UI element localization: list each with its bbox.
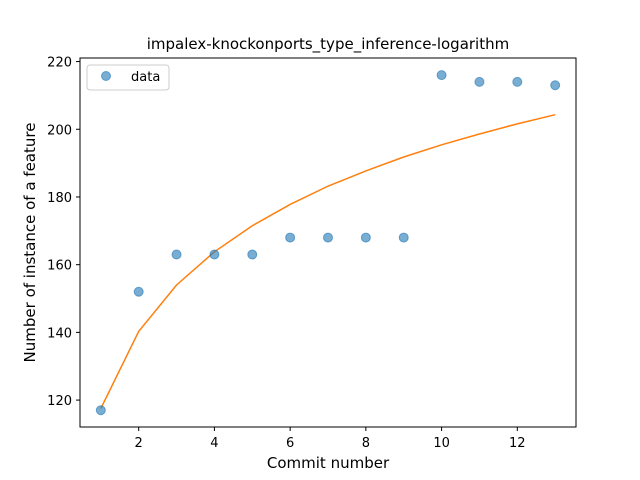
y-tick-label: 160: [47, 259, 72, 274]
y-tick-label: 200: [47, 123, 72, 138]
x-tick-label: 2: [135, 436, 143, 451]
data-point: [95, 405, 106, 416]
y-tick-label: 180: [47, 191, 72, 206]
data-point: [247, 249, 258, 260]
data-point: [474, 76, 485, 87]
x-tick-label: 6: [286, 436, 294, 451]
legend-label: data: [131, 70, 160, 85]
legend: data: [86, 64, 170, 91]
data-point: [512, 76, 523, 87]
axis-ticks: 2 4 6 8 10 12 120 140 160 180 200 220: [47, 56, 525, 451]
data-point: [133, 286, 144, 297]
axes-frame: [79, 57, 577, 428]
legend-marker: [101, 71, 111, 81]
x-tick-label: 12: [509, 436, 526, 451]
data-point: [550, 80, 561, 91]
data-point: [285, 232, 296, 243]
x-tick-label: 10: [433, 436, 450, 451]
fit-curve-line: [100, 113, 556, 409]
y-tick-label: 120: [47, 394, 72, 409]
y-axis-label: Number of instance of a feature: [21, 123, 39, 363]
x-tick-label: 8: [362, 436, 370, 451]
data-point: [209, 249, 220, 260]
chart-title: impalex-knockonports_type_inference-loga…: [147, 35, 509, 54]
x-tick-label: 4: [210, 436, 218, 451]
y-tick-label: 140: [47, 326, 72, 341]
data-point: [171, 249, 182, 260]
y-tick-label: 220: [47, 56, 72, 71]
data-point: [360, 232, 371, 243]
plot-area: [95, 70, 561, 416]
data-point: [398, 232, 409, 243]
data-point: [436, 70, 447, 81]
data-point: [323, 232, 333, 243]
x-axis-label: Commit number: [267, 454, 390, 472]
